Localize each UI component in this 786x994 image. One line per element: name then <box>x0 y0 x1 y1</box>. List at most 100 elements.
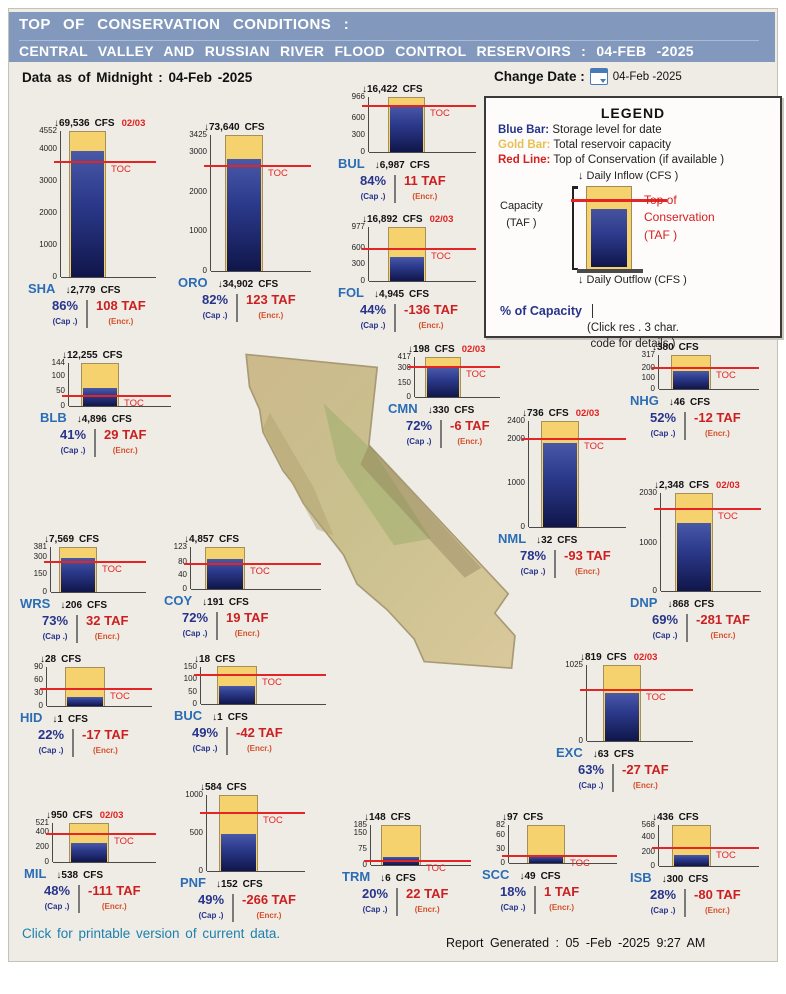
y-axis: 568 400 200 0 <box>630 821 659 870</box>
code-line: BUC ↓1 CFS <box>174 708 326 723</box>
legend-title: LEGEND <box>600 105 666 121</box>
reservoir-code-link[interactable]: FOL <box>338 285 364 300</box>
stats-row: 72% (Cap .) 19 TAF (Encr.) <box>182 610 321 640</box>
stats-row: 52% (Cap .) -12 TAF (Encr.) <box>650 410 759 440</box>
reservoir-code-link[interactable]: EXC <box>556 745 583 760</box>
plot-wrap: 1000 500 0 TOC <box>180 791 305 875</box>
reservoir-code-link[interactable]: DNP <box>630 595 658 610</box>
toc-line <box>502 854 617 857</box>
axis-tick: 200 <box>641 846 655 856</box>
reservoir-code-link[interactable]: ORO <box>178 275 208 290</box>
outflow-label: ↓1 CFS <box>212 712 248 723</box>
reservoir-code-link[interactable]: BUL <box>338 156 365 171</box>
reservoir-code-link[interactable]: MIL <box>24 866 47 881</box>
reservoir-code-link[interactable]: PNF <box>180 875 206 890</box>
encroachment-value: 29 TAF <box>104 427 147 442</box>
axis-tick: 1025 <box>565 660 583 669</box>
reservoir-chart-dnp: ↓2,348 CFS 02/03 2030 1000 0 TOC DNP ↓868 C… <box>630 480 761 642</box>
stats-row: 41% (Cap .) 29 TAF (Encr.) <box>60 427 171 457</box>
stats-divider <box>396 888 399 916</box>
axis-tick: 0 <box>578 736 583 745</box>
stats-row: 20% (Cap .) 22 TAF (Encr.) <box>362 886 471 916</box>
stats-row: 63% (Cap .) -27 TAF (Encr.) <box>578 762 693 792</box>
reservoir-chart-trm: ↓148 CFS 185 150 75 0 TOC TRM ↓6 CFS 20% (C… <box>342 812 471 916</box>
axis-tick: 977 <box>351 222 365 231</box>
axis-tick: 185 <box>353 820 367 829</box>
encroachment-taf: 11 TAF (Encr.) <box>404 173 446 203</box>
reservoir-code-link[interactable]: CMN <box>388 401 418 416</box>
reservoir-chart-sha: ↓69,536 CFS 02/03 4552 4000 3000 2000 1000 0 T… <box>28 118 156 328</box>
outflow-label: ↓34,902 CFS <box>218 279 279 290</box>
encr-caption: (Encr.) <box>710 631 736 641</box>
axis-tick: 0 <box>650 861 655 870</box>
encroachment-taf: -136 TAF (Encr.) <box>404 302 458 332</box>
toc-line <box>652 367 759 370</box>
reservoir-chart-nml: ↓736 CFS 02/03 2400 2000 1000 0 TOC NML ↓32 … <box>498 408 626 578</box>
legend-row-red-line: Red Line: Top of Conservation (if availa… <box>498 154 725 166</box>
cap-caption: (Cap .) <box>500 903 526 913</box>
data-as-of-label: Data as of Midnight : 04-Feb -2025 <box>22 70 253 85</box>
toc-line <box>204 164 311 167</box>
reservoir-code-link[interactable]: SCC <box>482 867 510 882</box>
storage-bar <box>221 833 256 871</box>
calendar-icon[interactable] <box>589 68 608 85</box>
stats-divider <box>684 889 687 917</box>
legend-pct-capacity-label: % of Capacity <box>500 304 780 318</box>
plot-area: TOC <box>362 227 476 282</box>
reservoir-code-link[interactable]: SHA <box>28 281 56 296</box>
axis-tick: 30 <box>496 844 505 854</box>
axis-tick: 75 <box>358 843 367 853</box>
axis-tick: 150 <box>397 377 411 387</box>
reservoir-code-link[interactable]: HID <box>20 710 43 725</box>
encroachment-taf: 123 TAF (Encr.) <box>246 292 296 322</box>
inflow-label: ↓950 CFS 02/03 <box>46 810 156 821</box>
toc-label: TOC <box>114 836 134 848</box>
stats-divider <box>686 614 689 642</box>
change-date-value[interactable]: 04-Feb -2025 <box>612 70 682 83</box>
reservoir-code-link[interactable]: TRM <box>342 869 371 884</box>
code-line: DNP ↓868 CFS <box>630 595 761 610</box>
encr-caption: (Encr.) <box>108 317 134 327</box>
toc-line <box>40 688 152 691</box>
reservoir-code-link[interactable]: NML <box>498 531 527 546</box>
toc-label: TOC <box>268 167 288 179</box>
stats-divider <box>76 615 79 643</box>
percent-value: 28% <box>650 887 677 902</box>
toc-label: TOC <box>716 849 736 861</box>
reservoir-code-link[interactable]: BLB <box>40 410 67 425</box>
outflow-label: ↓4,896 CFS <box>77 414 132 425</box>
storage-bar <box>67 697 103 706</box>
percent-value: 22% <box>38 727 65 742</box>
reservoir-chart-hid: ↓28 CFS 90 60 30 0 TOC HID ↓1 CFS 22% (Cap … <box>20 654 152 757</box>
outflow-label: ↓46 CFS <box>669 397 710 408</box>
encr-caption: (Encr.) <box>112 446 138 456</box>
reservoir-code-link[interactable]: WRS <box>20 596 51 611</box>
reservoir-chart-mil: ↓950 CFS 02/03 521 400 200 0 TOC MIL ↓538 CF… <box>24 810 156 913</box>
legend-red-line <box>571 199 667 202</box>
cap-caption: (Cap .) <box>650 906 676 916</box>
axis-tick: 150 <box>183 662 197 671</box>
reservoir-code-link[interactable]: BUC <box>174 708 203 723</box>
plot-wrap: 977 600 300 0 TOC <box>338 223 476 285</box>
percent-capacity: 82% (Cap .) <box>202 292 228 322</box>
reservoir-code-link[interactable]: COY <box>164 593 193 608</box>
axis-tick: 0 <box>42 587 47 596</box>
printable-version-link[interactable]: Click for printable version of current d… <box>22 926 281 941</box>
stats-row: 72% (Cap .) -6 TAF (Encr.) <box>406 418 500 448</box>
reservoir-code-link[interactable]: NHG <box>630 393 659 408</box>
reservoir-chart-coy: ↓4,857 CFS 123 80 40 0 TOC COY ↓191 CFS 72%… <box>164 534 321 640</box>
storage-bar <box>219 685 255 704</box>
reservoir-code-link[interactable]: ISB <box>630 870 652 885</box>
axis-tick: 50 <box>188 686 197 696</box>
toc-line <box>194 673 326 676</box>
sierra-shade <box>360 445 482 578</box>
inflow-value: ↓198 CFS <box>408 344 455 355</box>
page-title-line1: TOP OF CONSERVATION CONDITIONS : <box>19 16 350 33</box>
plot-area: TOC <box>204 135 311 272</box>
axis-tick: 0 <box>360 147 365 156</box>
encroachment-value: -93 TAF <box>564 548 611 563</box>
encroachment-taf: 19 TAF (Encr.) <box>226 610 268 640</box>
axis-tick: 150 <box>33 569 47 579</box>
code-line: BLB ↓4,896 CFS <box>40 410 171 425</box>
outflow-label: ↓6 CFS <box>380 873 416 884</box>
